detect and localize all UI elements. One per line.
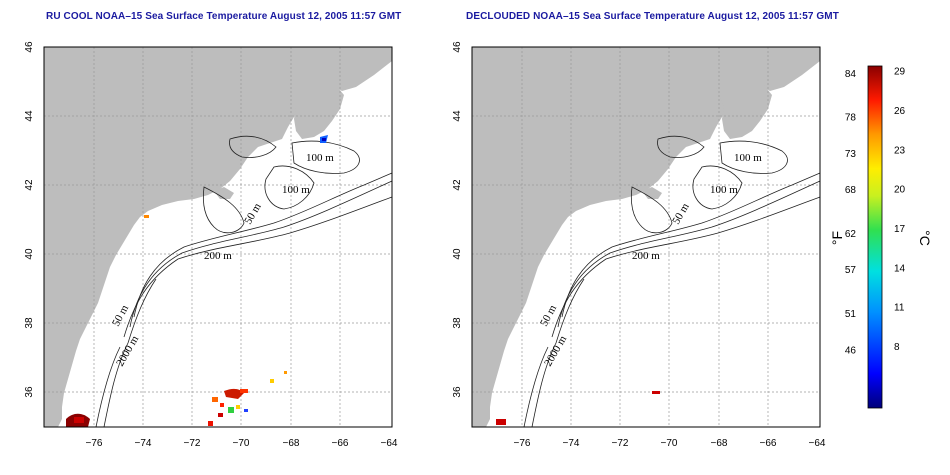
y-tick-label: 42 (24, 179, 35, 191)
y-tick-label: 36 (24, 386, 35, 398)
x-tick-label: −64 (381, 438, 398, 449)
x-tick-label: −74 (135, 438, 152, 449)
x-tick-label: −64 (809, 438, 826, 449)
depth-label: 200 m (632, 250, 660, 262)
x-axis-labels-right: −76 −74 −72 −70 −68 −66 −64 (514, 438, 826, 449)
celsius-unit-label: °C (917, 230, 933, 246)
x-tick-label: −74 (563, 438, 580, 449)
x-tick-label: −72 (612, 438, 629, 449)
sst-data-patches (496, 391, 660, 425)
y-tick-label: 40 (24, 248, 35, 260)
x-tick-label: −70 (233, 438, 250, 449)
colorbar-ticks: 84 78 73 68 62 57 51 46 29 26 23 20 17 14 11 8 (845, 67, 906, 357)
y-axis-labels-right: 46 44 42 40 38 36 (452, 41, 463, 398)
y-tick-label: 38 (24, 317, 35, 329)
land-mass (472, 47, 820, 427)
colorbar-f-tick-label: 78 (845, 112, 857, 123)
colorbar-c-tick-label: 29 (894, 67, 906, 78)
y-tick-label: 42 (452, 179, 463, 191)
y-tick-label: 38 (452, 317, 463, 329)
depth-label: 100 m (734, 152, 762, 164)
grid-lines (44, 46, 392, 427)
y-tick-label: 46 (452, 41, 463, 53)
depth-label: 200 m (204, 250, 232, 262)
x-tick-label: −68 (283, 438, 300, 449)
y-tick-label: 36 (452, 386, 463, 398)
grid-lines (472, 46, 820, 427)
y-tick-label: 40 (452, 248, 463, 260)
colorbar-f-tick-label: 84 (845, 69, 857, 80)
map-frame (43, 46, 393, 428)
map-frame (471, 46, 821, 428)
map-panel-raw: 100 m 100 m 50 m 200 m 50 m 2000 m (43, 46, 393, 428)
map-title-raw: RU COOL NOAA–15 Sea Surface Temperature … (46, 11, 402, 22)
y-tick-label: 46 (24, 41, 35, 53)
colorbar-c-tick-label: 23 (894, 145, 906, 156)
colorbar-f-tick-label: 51 (845, 309, 857, 320)
x-tick-label: −66 (760, 438, 777, 449)
colorbar-gradient (867, 65, 883, 409)
x-tick-label: −70 (661, 438, 678, 449)
colorbar-c-tick-label: 17 (894, 224, 906, 235)
colorbar-f-tick-label: 73 (845, 149, 857, 160)
map-title-declouded: DECLOUDED NOAA–15 Sea Surface Temperatur… (466, 11, 839, 22)
bathymetry-contours (523, 135, 821, 428)
colorbar-c-tick-label: 14 (894, 263, 906, 274)
land-mass (44, 47, 392, 427)
depth-label: 100 m (710, 184, 738, 196)
colorbar-f-tick-label: 46 (845, 345, 857, 356)
colorbar-c-tick-label: 11 (894, 303, 905, 314)
x-tick-label: −68 (711, 438, 728, 449)
x-tick-label: −66 (332, 438, 349, 449)
fahrenheit-unit-label: °F (829, 231, 845, 245)
depth-label: 100 m (282, 184, 310, 196)
temperature-colorbar: 84 78 73 68 62 57 51 46 29 26 23 20 17 14 11 8 °F °C (829, 65, 933, 409)
y-axis-labels-left: 46 44 42 40 38 36 (24, 41, 35, 398)
colorbar-f-tick-label: 57 (845, 265, 857, 276)
depth-label: 100 m (306, 152, 334, 164)
x-tick-label: −76 (86, 438, 103, 449)
colorbar-c-tick-label: 26 (894, 106, 906, 117)
y-tick-label: 44 (24, 110, 35, 122)
colorbar-c-tick-label: 8 (894, 342, 900, 353)
colorbar-f-tick-label: 62 (845, 229, 857, 240)
colorbar-f-tick-label: 68 (845, 185, 857, 196)
x-tick-label: −76 (514, 438, 531, 449)
y-tick-label: 44 (452, 110, 463, 122)
x-axis-labels-left: −76 −74 −72 −70 −68 −66 −64 (86, 438, 398, 449)
x-tick-label: −72 (184, 438, 201, 449)
map-panel-declouded: 100 m 100 m 50 m 200 m 50 m 2000 m (471, 46, 821, 428)
colorbar-c-tick-label: 20 (894, 185, 906, 196)
sst-data-patches (66, 135, 328, 427)
